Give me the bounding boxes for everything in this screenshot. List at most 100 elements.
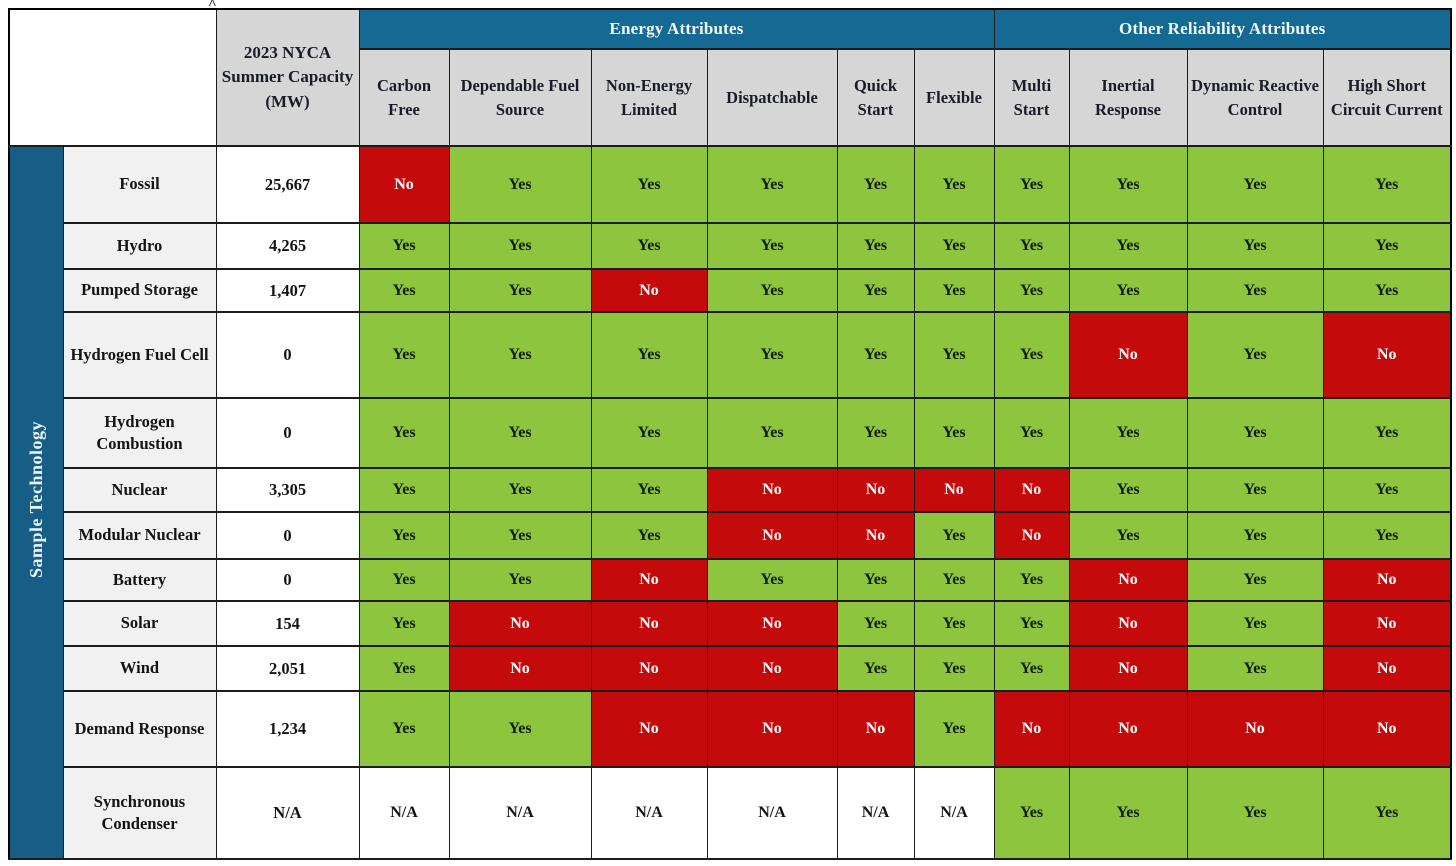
matrix-cell: Yes [913,558,995,602]
column-header: Inertial Response [1068,48,1188,147]
technology-label: Hydro [62,222,217,270]
matrix-cell: Yes [1186,268,1324,313]
matrix-cell: No [706,690,838,768]
matrix-cell: Yes [448,467,592,513]
table-row: Modular Nuclear 0 Yes Yes Yes No No Yes No Yes Yes… [9,511,1452,560]
capacity-value: 1,234 [215,690,360,768]
matrix-cell: Yes [358,467,450,513]
matrix-cell: No [1068,558,1188,602]
matrix-cell: Yes [448,268,592,313]
corner-empty-cell [8,8,217,147]
matrix-cell: No [358,145,450,224]
matrix-cell: No [836,690,915,768]
matrix-cell: Yes [836,222,915,270]
matrix-cell: Yes [590,397,708,469]
other-reliability-attributes-group-header: Other Reliability Attributes [993,8,1452,50]
matrix-cell: No [590,558,708,602]
matrix-cell: Yes [358,268,450,313]
matrix-cell: No [706,467,838,513]
matrix-cell: No [706,645,838,692]
matrix-cell: Yes [1322,511,1452,560]
matrix-cell: No [448,600,592,647]
cursor-artifact: ^ [208,0,217,13]
matrix-cell: Yes [1068,766,1188,860]
matrix-cell: Yes [993,222,1070,270]
matrix-cell: N/A [590,766,708,860]
matrix-cell: No [1068,600,1188,647]
matrix-cell: Yes [706,145,838,224]
column-header: Carbon Free [358,48,450,147]
column-header: Dependable Fuel Source [448,48,592,147]
matrix-cell: Yes [1322,268,1452,313]
matrix-cell: Yes [358,311,450,399]
column-header: Multi Start [993,48,1070,147]
matrix-cell: Yes [836,645,915,692]
matrix-cell: Yes [1068,511,1188,560]
matrix-cell: No [913,467,995,513]
capacity-value: 0 [215,397,360,469]
matrix-cell: No [590,600,708,647]
capacity-column-header: 2023 NYCA Summer Capacity (MW) [215,8,360,147]
technology-label: Battery [62,558,217,602]
matrix-cell: Yes [590,467,708,513]
matrix-cell: Yes [1186,600,1324,647]
matrix-cell: Yes [836,397,915,469]
matrix-cell: Yes [913,397,995,469]
table-row: Demand Response 1,234 Yes Yes No No No Yes No No N… [9,690,1452,768]
matrix-cell: Yes [448,558,592,602]
matrix-cell: Yes [836,311,915,399]
matrix-cell: Yes [448,145,592,224]
matrix-cell: No [993,467,1070,513]
matrix-cell: Yes [706,222,838,270]
matrix-cell: Yes [913,600,995,647]
matrix-cell: Yes [706,558,838,602]
matrix-cell: Yes [358,397,450,469]
matrix-cell: No [1068,645,1188,692]
matrix-cell: Yes [1322,467,1452,513]
column-header: Dispatchable [706,48,838,147]
matrix-cell: Yes [913,645,995,692]
matrix-cell: No [1322,690,1452,768]
sidebar-label: Sample Technology [25,421,46,579]
table-row: Pumped Storage 1,407 Yes Yes No Yes Yes Yes Yes Y… [9,268,1452,313]
capacity-value: 2,051 [215,645,360,692]
capacity-value: 154 [215,600,360,647]
table-row: Solar 154 Yes No No No Yes Yes Yes No Yes No [9,600,1452,647]
technology-label: Pumped Storage [62,268,217,313]
matrix-cell: Yes [448,222,592,270]
table-row: Synchronous Condenser N/A N/A N/A N/A N/A N/A N… [9,766,1452,860]
matrix-cell: Yes [1186,145,1324,224]
matrix-cell: Yes [1186,467,1324,513]
matrix-cell: N/A [706,766,838,860]
matrix-cell: No [1068,690,1188,768]
matrix-cell: Yes [590,145,708,224]
table-row: Hydrogen Fuel Cell 0 Yes Yes Yes Yes Yes Yes Yes… [9,311,1452,399]
group-header-row: 2023 NYCA Summer Capacity (MW) Energy At… [8,8,1452,147]
technology-label: Fossil [62,145,217,224]
matrix-cell: No [590,645,708,692]
capacity-value: N/A [215,766,360,860]
matrix-cell: No [993,690,1070,768]
technology-attributes-table: 2023 NYCA Summer Capacity (MW) Energy At… [8,8,1453,860]
matrix-cell: Yes [1186,645,1324,692]
capacity-value: 0 [215,511,360,560]
matrix-cell: Yes [1068,145,1188,224]
matrix-cell: Yes [448,511,592,560]
matrix-cell: Yes [993,600,1070,647]
matrix-cell: Yes [836,558,915,602]
capacity-value: 25,667 [215,145,360,224]
matrix-cell: Yes [1068,268,1188,313]
sidebar-sample-technology: Sample Technology [8,145,64,860]
matrix-cell: No [1322,645,1452,692]
technology-label: Demand Response [62,690,217,768]
matrix-cell: Yes [913,222,995,270]
matrix-cell: N/A [836,766,915,860]
capacity-value: 1,407 [215,268,360,313]
column-header-row: Carbon Free Dependable Fuel Source Non-Ene… [9,48,1452,147]
table-row: Hydrogen Combustion 0 Yes Yes Yes Yes Yes Yes Ye… [9,397,1452,469]
matrix-cell: Yes [993,766,1070,860]
matrix-cell: No [1186,690,1324,768]
matrix-cell: Yes [358,690,450,768]
matrix-cell: Yes [1186,397,1324,469]
